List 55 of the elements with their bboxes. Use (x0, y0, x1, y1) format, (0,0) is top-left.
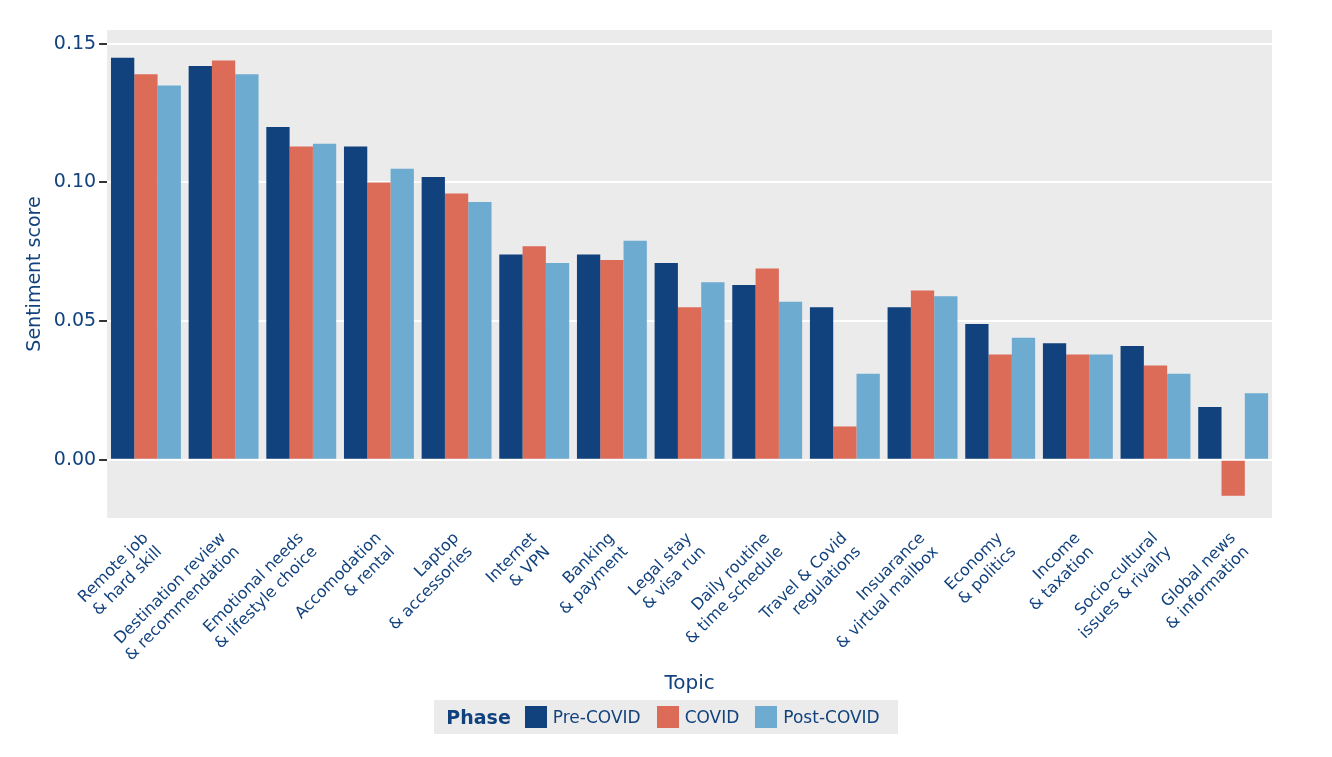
bar (1042, 343, 1067, 459)
bar (134, 74, 158, 459)
y-axis-title: Sentiment score (22, 196, 45, 352)
legend-label: COVID (684, 707, 740, 727)
bar (1143, 365, 1168, 459)
bar (110, 57, 135, 459)
bar (833, 426, 857, 459)
bar (988, 354, 1012, 459)
bar (1066, 354, 1090, 459)
bar (522, 246, 546, 459)
bar (367, 182, 391, 459)
bar (732, 285, 756, 459)
bar (1089, 354, 1113, 459)
bar (157, 85, 181, 459)
bar (421, 176, 445, 459)
y-tick-label: 0.05 (53, 308, 97, 331)
bar (623, 240, 647, 459)
y-tick-label: 0.10 (53, 169, 97, 192)
bar (1221, 460, 1245, 496)
bar (701, 282, 725, 459)
bar (289, 146, 313, 459)
bar (856, 373, 880, 459)
bar (188, 66, 212, 459)
bar (934, 296, 958, 459)
bar (1244, 393, 1269, 459)
bar (545, 262, 570, 459)
bar (965, 323, 989, 459)
bar (468, 201, 492, 459)
bar (778, 301, 803, 459)
bar (266, 127, 290, 459)
bar (211, 60, 236, 459)
bar (755, 268, 779, 459)
bar (235, 74, 259, 459)
bar (809, 307, 834, 459)
bar (887, 307, 911, 459)
bar (600, 260, 624, 459)
bar (654, 262, 678, 459)
bar (499, 254, 523, 459)
legend-title: Phase (446, 706, 511, 728)
legend-label: Post-COVID (783, 707, 880, 727)
bar (910, 290, 935, 459)
bar (312, 143, 337, 459)
bar (444, 193, 469, 459)
y-tick-label: 0.00 (53, 446, 97, 469)
x-axis-title: Topic (663, 670, 715, 695)
bar (1167, 373, 1191, 459)
bar (343, 146, 368, 459)
bar (1120, 346, 1144, 459)
bar (677, 307, 702, 459)
bar (576, 254, 601, 459)
y-tick-label: 0.15 (53, 30, 97, 53)
bar (1011, 337, 1036, 459)
bar (1198, 407, 1222, 459)
bar (390, 168, 414, 459)
legend-label: Pre-COVID (552, 707, 641, 727)
